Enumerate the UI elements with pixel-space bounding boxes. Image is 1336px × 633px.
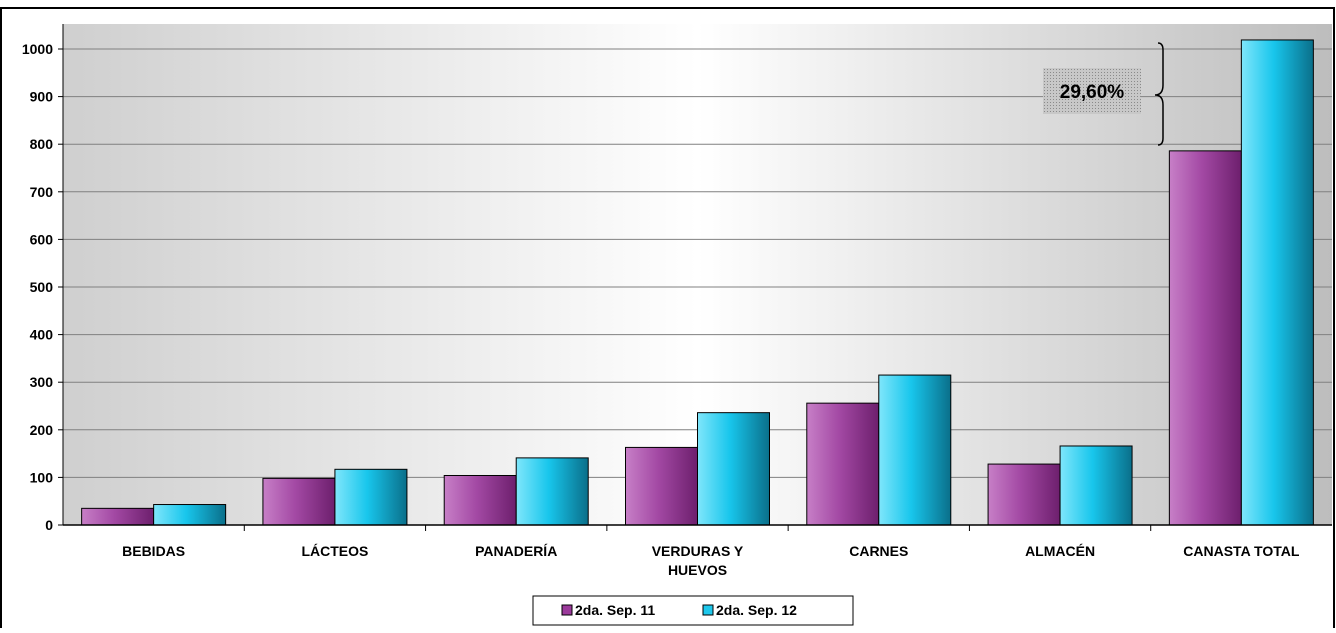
bar-series-2 bbox=[878, 374, 952, 526]
x-tick-label: VERDURAS Y HUEVOS bbox=[652, 543, 744, 578]
legend: 2da. Sep. 11 2da. Sep. 12 bbox=[532, 595, 854, 626]
x-tick-label: BEBIDAS bbox=[122, 543, 185, 559]
bar-series-2 bbox=[153, 504, 227, 526]
y-tick-label: 800 bbox=[30, 136, 54, 152]
bars bbox=[81, 39, 1314, 526]
y-tick-label: 300 bbox=[30, 374, 54, 390]
legend-label-series-1: 2da. Sep. 11 bbox=[575, 602, 655, 618]
y-tick-label: 0 bbox=[45, 517, 53, 533]
bar-series-2 bbox=[1059, 445, 1133, 526]
bar-series-1 bbox=[625, 446, 698, 526]
x-tick-label: CANASTA TOTAL bbox=[1183, 543, 1300, 559]
y-tick-label: 500 bbox=[30, 279, 54, 295]
grid-lines bbox=[63, 48, 1332, 478]
y-tick-label: 400 bbox=[30, 327, 54, 343]
bar-series-1 bbox=[806, 402, 880, 526]
legend-swatch-series-2 bbox=[702, 604, 714, 616]
bar-series-1 bbox=[443, 474, 517, 526]
legend-swatch-series-1 bbox=[561, 604, 573, 616]
y-tick-label: 1000 bbox=[22, 41, 53, 57]
bar-series-1 bbox=[262, 477, 336, 526]
bar-series-2 bbox=[697, 412, 770, 526]
bar-series-1 bbox=[81, 507, 155, 526]
x-tick-label: ALMACÉN bbox=[1025, 543, 1095, 559]
bar-series-1 bbox=[1168, 150, 1242, 526]
legend-box bbox=[532, 595, 854, 626]
annotation-text: 29,60% bbox=[1060, 82, 1125, 103]
y-tick-label: 100 bbox=[30, 469, 54, 485]
x-tick-label: PANADERÍA bbox=[475, 543, 557, 559]
y-tick-label: 600 bbox=[30, 231, 54, 247]
axis-labels: 0 100 200 300 400 500 600 700 800 900 1000 BEBIDAS L… bbox=[22, 41, 1300, 578]
bar-series-2 bbox=[515, 457, 589, 526]
x-tick-label: LÁCTEOS bbox=[301, 543, 368, 559]
bar-series-2 bbox=[1240, 39, 1314, 526]
bar-series-2 bbox=[334, 468, 408, 526]
x-tick-label: CARNES bbox=[849, 543, 908, 559]
annotation: 29,60% bbox=[1043, 42, 1164, 146]
annotation-box bbox=[1043, 68, 1141, 114]
legend-label-series-2: 2da. Sep. 12 bbox=[716, 602, 797, 618]
y-tick-label: 900 bbox=[30, 89, 54, 105]
y-tick-label: 700 bbox=[30, 184, 54, 200]
bar-series-1 bbox=[987, 463, 1061, 526]
y-tick-label: 200 bbox=[30, 422, 54, 438]
axes bbox=[58, 24, 1332, 531]
brace-icon bbox=[1154, 42, 1164, 146]
